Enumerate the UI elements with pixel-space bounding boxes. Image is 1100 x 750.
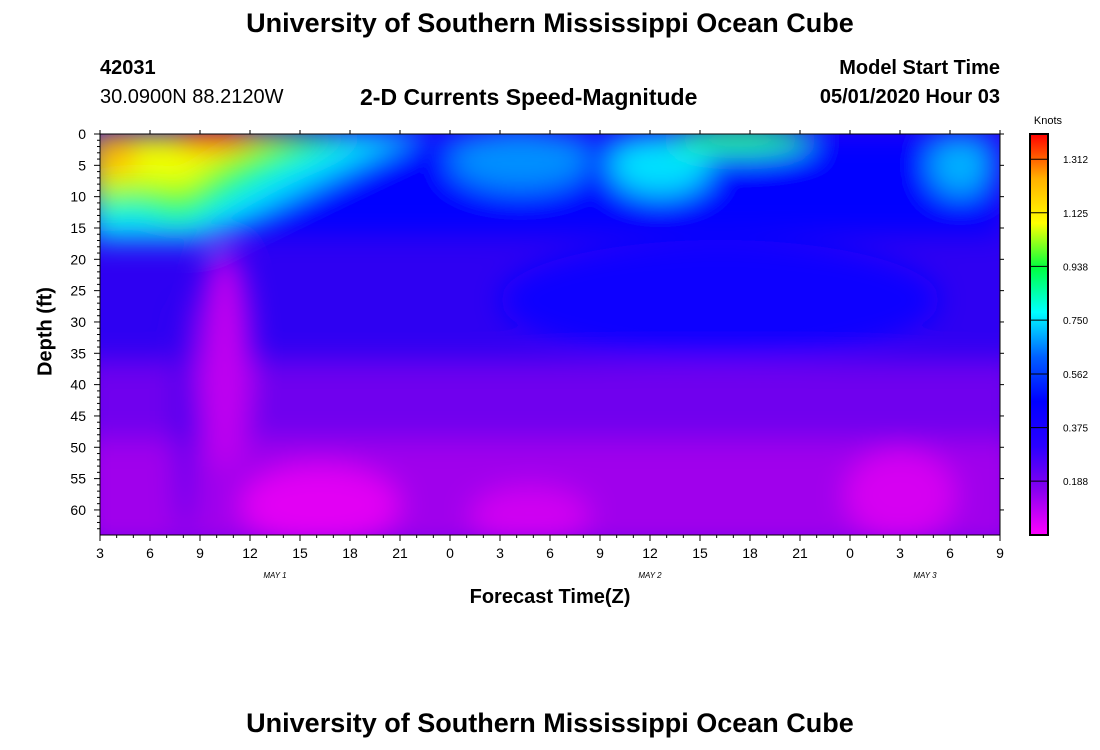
x-tick-label: 12 — [642, 545, 658, 561]
x-tick-label: 0 — [446, 545, 454, 561]
blob-red-1 — [177, 134, 253, 150]
y-tick-label: 60 — [70, 502, 86, 518]
colorbar: 1.312 1.125 0.938 0.750 0.562 0.375 0.188 Knot… — [1029, 115, 1088, 536]
colorbar-gradient — [1029, 133, 1049, 536]
blob-magenta-3 — [470, 487, 590, 535]
station-coords: 30.0900N 88.2120W — [100, 86, 284, 108]
model-start-value: 05/01/2020 Hour 03 — [819, 86, 1000, 108]
x-tick-label: 6 — [946, 545, 954, 561]
page-title-bottom: University of Southern Mississippi Ocean… — [246, 708, 854, 738]
axes: 3 6 9 12 15 18 21 0 3 6 9 12 15 18 21 0 3 6 9 MAY 1 MAY 2 MAY… — [70, 126, 1004, 580]
plot-title: 2-D Currents Speed-Magnitude — [360, 84, 698, 110]
y-tick-label: 15 — [70, 220, 86, 236]
x-tick-label: 3 — [896, 545, 904, 561]
colorbar-tick-label: 0.375 — [1063, 424, 1088, 435]
y-tick-label: 0 — [78, 126, 86, 142]
y-tick-label: 5 — [78, 157, 86, 173]
blob-lightblue-1 — [450, 134, 590, 190]
x-tick-label: 3 — [496, 545, 504, 561]
colorbar-tick-label: 0.938 — [1063, 262, 1088, 273]
x-tick-label: 18 — [742, 545, 758, 561]
x-tick-label: 9 — [996, 545, 1004, 561]
x-tick-label: 21 — [392, 545, 408, 561]
station-id: 42031 — [100, 57, 156, 79]
x-axis-label: Forecast Time(Z) — [469, 586, 631, 608]
blob-dark-1 — [177, 300, 193, 535]
colorbar-tick-label: 0.750 — [1063, 316, 1088, 327]
blob-cyan-1 — [610, 135, 710, 195]
blob-green-1 — [670, 134, 810, 154]
model-start-label: Model Start Time — [839, 57, 1000, 79]
blob-blue-core — [500, 240, 940, 360]
y-tick-label: 10 — [70, 189, 86, 205]
date-label: MAY 3 — [913, 571, 937, 580]
blob-magenta-1 — [199, 250, 251, 470]
x-tick-label: 0 — [846, 545, 854, 561]
x-tick-label: 15 — [692, 545, 708, 561]
y-tick-label: 30 — [70, 314, 86, 330]
x-tick-label: 9 — [596, 545, 604, 561]
x-tick-label: 18 — [342, 545, 358, 561]
y-tick-label: 40 — [70, 377, 86, 393]
blob-orange-1 — [100, 134, 135, 177]
page-title-top: University of Southern Mississippi Ocean… — [246, 8, 854, 38]
colorbar-tick-label: 1.125 — [1063, 209, 1088, 220]
blob-surface-yellow — [100, 134, 300, 190]
x-tick-label: 21 — [792, 545, 808, 561]
blob-magenta-2 — [240, 465, 400, 535]
y-tick-label: 25 — [70, 283, 86, 299]
x-tick-label: 6 — [146, 545, 154, 561]
colorbar-tick-label: 0.188 — [1063, 477, 1088, 488]
x-tick-label: 9 — [196, 545, 204, 561]
x-tick-label: 12 — [242, 545, 258, 561]
y-tick-label: 35 — [70, 345, 86, 361]
y-tick-label: 50 — [70, 439, 86, 455]
blob-cyan-2 — [930, 135, 990, 195]
x-tick-label: 6 — [546, 545, 554, 561]
date-label: MAY 1 — [263, 571, 286, 580]
date-label: MAY 2 — [638, 571, 662, 580]
y-tick-label: 20 — [70, 251, 86, 267]
x-tick-label: 3 — [96, 545, 104, 561]
blob-magenta-4 — [845, 450, 955, 535]
colorbar-ticks: 1.312 1.125 0.938 0.750 0.562 0.375 0.188 — [1030, 155, 1088, 488]
y-tick-label: 55 — [70, 471, 86, 487]
colorbar-label: Knots — [1034, 115, 1063, 127]
y-tick-label: 45 — [70, 408, 86, 424]
x-tick-label: 15 — [292, 545, 308, 561]
colorbar-tick-label: 0.562 — [1063, 370, 1088, 381]
heatmap-field — [100, 134, 1000, 535]
colorbar-tick-label: 1.312 — [1063, 155, 1088, 166]
